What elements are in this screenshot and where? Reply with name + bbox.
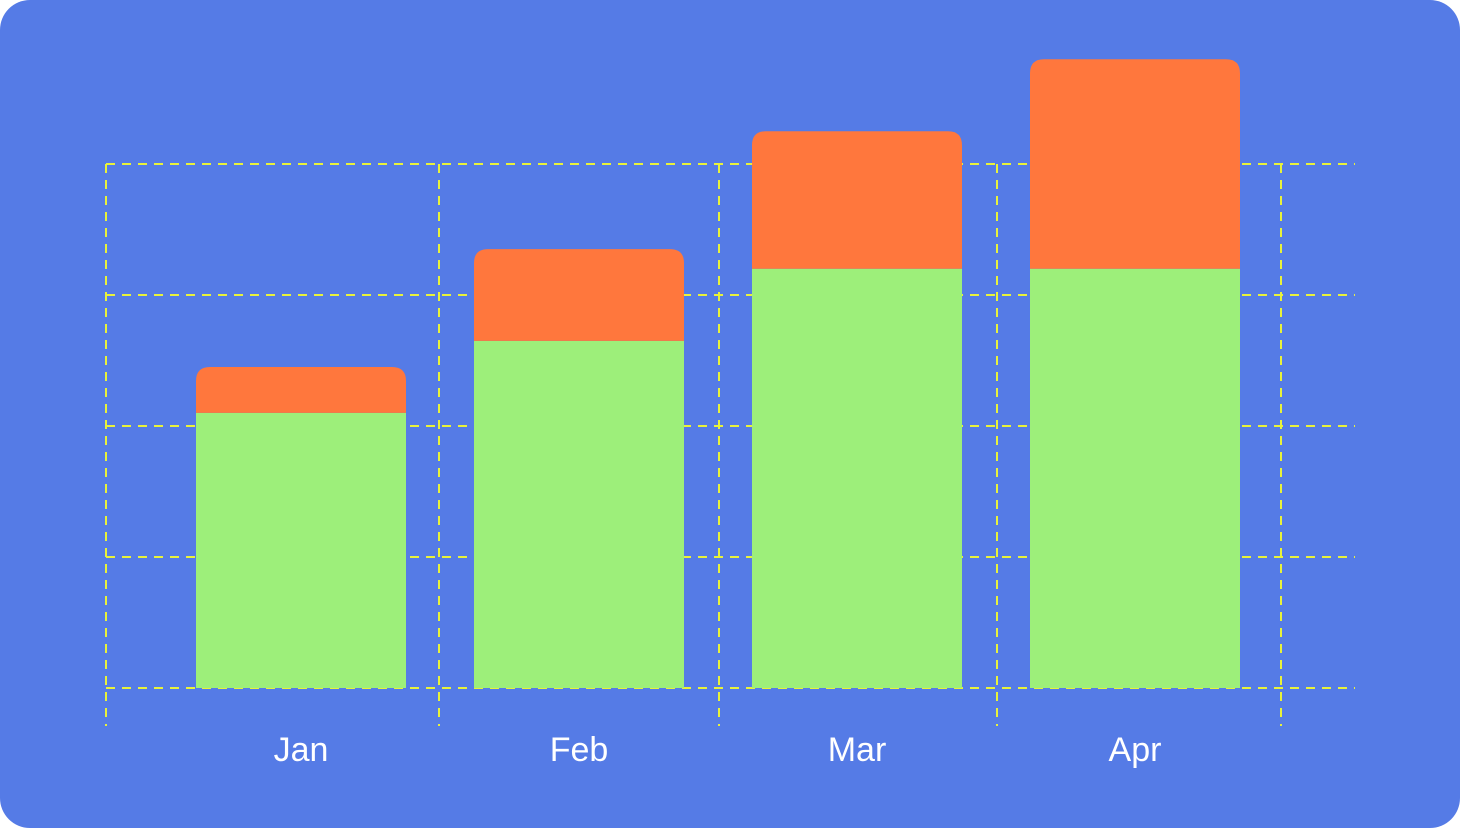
- x-tick-label: Apr: [1109, 731, 1162, 769]
- x-tick-label: Mar: [828, 731, 887, 769]
- bar-segment: [1030, 59, 1240, 269]
- bar-segment: [474, 340, 684, 688]
- bar-segment: [196, 367, 406, 413]
- bar-segment: [196, 412, 406, 688]
- x-tick-label: Jan: [274, 731, 329, 769]
- bar-segment: [752, 131, 962, 269]
- x-tick-label: Feb: [550, 731, 609, 769]
- bar-segment: [474, 249, 684, 341]
- bar-segment: [752, 268, 962, 688]
- bar-segment: [1030, 268, 1240, 688]
- vertical-grid: [105, 164, 1282, 726]
